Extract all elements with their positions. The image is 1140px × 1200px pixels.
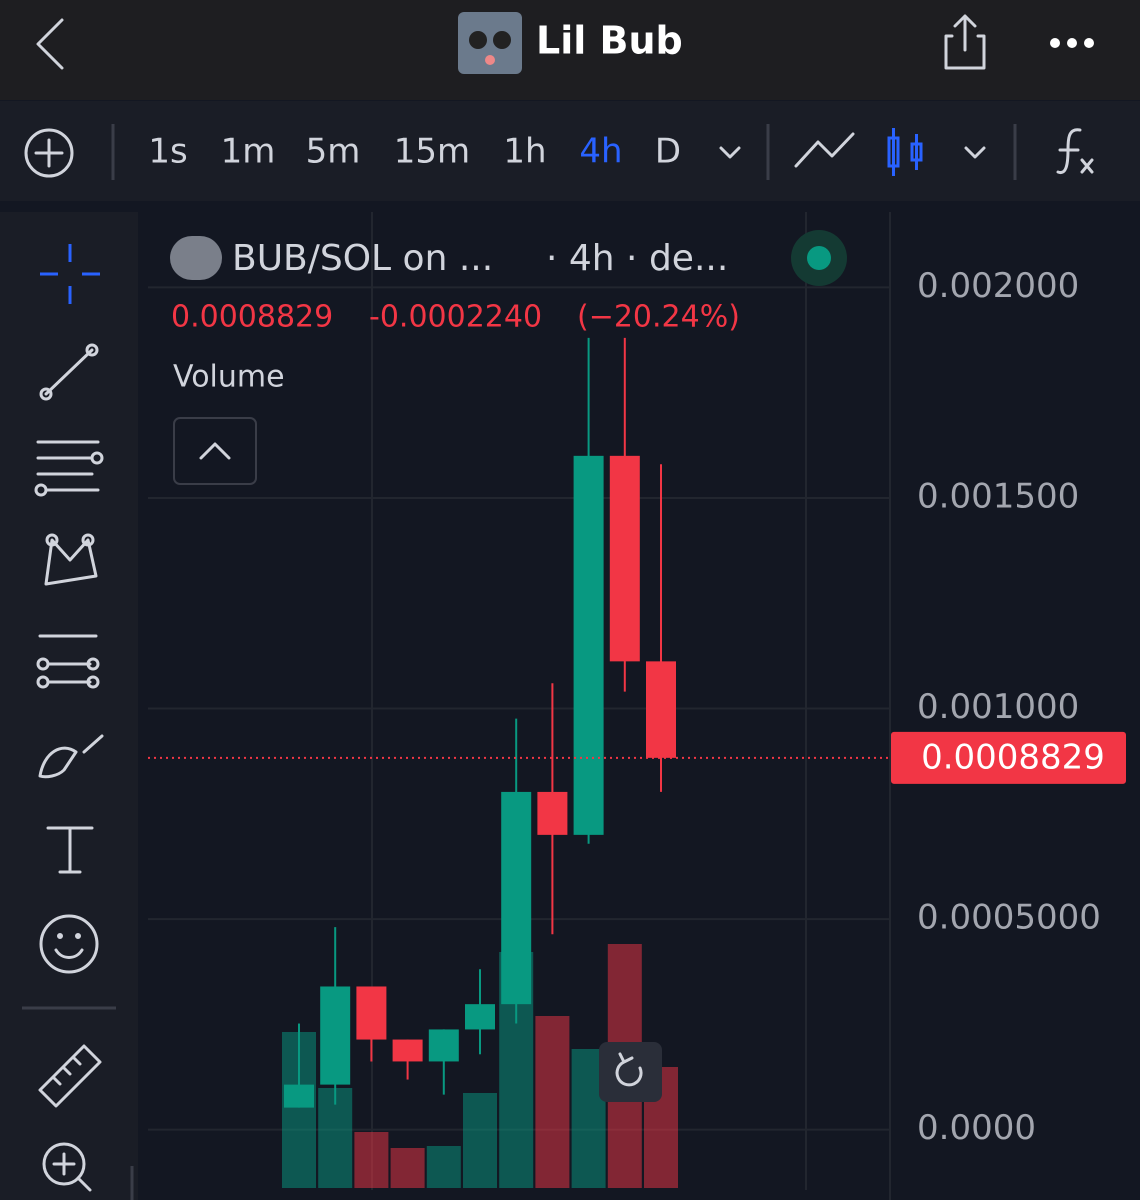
- collapse-button[interactable]: [173, 417, 257, 485]
- collapse-icon: [199, 442, 231, 460]
- more-button[interactable]: [1050, 38, 1094, 48]
- brush-tool[interactable]: [38, 734, 104, 779]
- y-tick-label: 0.002000: [917, 266, 1079, 306]
- lines-tool[interactable]: [34, 440, 104, 497]
- symbol: BUB/SOL on ...: [232, 238, 493, 279]
- avatar-eye: [493, 31, 511, 49]
- indicator-name: Volume: [173, 360, 285, 395]
- reset-icon: [615, 1052, 643, 1087]
- ohlc-close: 0.0008829: [171, 300, 333, 335]
- status-dot: [807, 246, 831, 270]
- ruler-tool[interactable]: [38, 1044, 102, 1108]
- intervals: 1s 1m 5m 15m 1h 4h D: [148, 132, 681, 172]
- dropdown[interactable]: [964, 146, 986, 159]
- reset-button[interactable]: [599, 1042, 662, 1102]
- volume-bar: [318, 1088, 353, 1188]
- line-chart-button[interactable]: [794, 132, 855, 168]
- candle-body: [465, 1004, 495, 1030]
- y-tick-label: 0.0000: [917, 1108, 1036, 1148]
- pattern-tool[interactable]: [44, 533, 98, 586]
- volume-bar: [354, 1132, 389, 1188]
- candle-body: [356, 986, 387, 1040]
- candle-body: [573, 455, 604, 835]
- candle-body: [392, 1039, 423, 1062]
- candle-body: [501, 791, 532, 1005]
- add-icon: [34, 138, 64, 168]
- ohlc-percent: (−20.24%): [577, 300, 740, 335]
- crosshair-tool[interactable]: [40, 244, 100, 304]
- indicators-button[interactable]: [1056, 128, 1094, 175]
- interval-button[interactable]: 15m: [394, 132, 470, 172]
- y-tick-label: 0.0005000: [917, 898, 1101, 938]
- toolbar: [0, 101, 1140, 201]
- back-button[interactable]: [36, 18, 64, 70]
- interval-button[interactable]: 1h: [503, 132, 546, 172]
- volume-bar: [463, 1093, 497, 1188]
- drawing-tools: [0, 212, 138, 1200]
- zoom-tool[interactable]: [42, 1142, 92, 1192]
- interval-button[interactable]: 1s: [148, 132, 187, 172]
- volume-bar: [535, 1016, 570, 1188]
- interval-button[interactable]: D: [655, 132, 681, 172]
- share-button[interactable]: [944, 14, 986, 70]
- interval-button[interactable]: 1m: [221, 132, 276, 172]
- avatar-eye: [469, 31, 487, 49]
- symbol-avatar: [170, 236, 222, 280]
- interval-button[interactable]: 4h: [579, 132, 622, 172]
- text-tool[interactable]: [46, 826, 94, 874]
- candle-chart-button[interactable]: [887, 128, 923, 176]
- plot: [148, 286, 890, 1188]
- line-tool[interactable]: [39, 343, 99, 401]
- interval-button[interactable]: 5m: [306, 132, 361, 172]
- candle-body: [646, 661, 676, 758]
- candle-body: [284, 1084, 314, 1108]
- last-price-label: 0.0008829: [921, 737, 1105, 777]
- candle-body: [537, 791, 568, 835]
- dropdown[interactable]: [719, 146, 741, 159]
- last-price-box: [891, 731, 1126, 784]
- y-tick-label: 0.001500: [917, 476, 1079, 516]
- candle-body: [320, 986, 351, 1085]
- avatar-tongue: [485, 55, 495, 65]
- candle-body: [428, 1029, 459, 1062]
- ohlc-change: -0.0002240: [369, 300, 542, 335]
- volume-bar: [390, 1148, 425, 1188]
- title: Lil Bub: [536, 19, 683, 63]
- candle-body: [609, 455, 640, 662]
- add-button[interactable]: [24, 128, 74, 178]
- y-tick-label: 0.001000: [917, 687, 1079, 727]
- emoji-tool[interactable]: [39, 914, 99, 974]
- fib-tool[interactable]: [36, 634, 100, 689]
- top-bar: [0, 0, 1140, 100]
- interval-text: · 4h · de...: [546, 238, 728, 279]
- volume-bar: [426, 1146, 461, 1188]
- avatar: [458, 12, 522, 74]
